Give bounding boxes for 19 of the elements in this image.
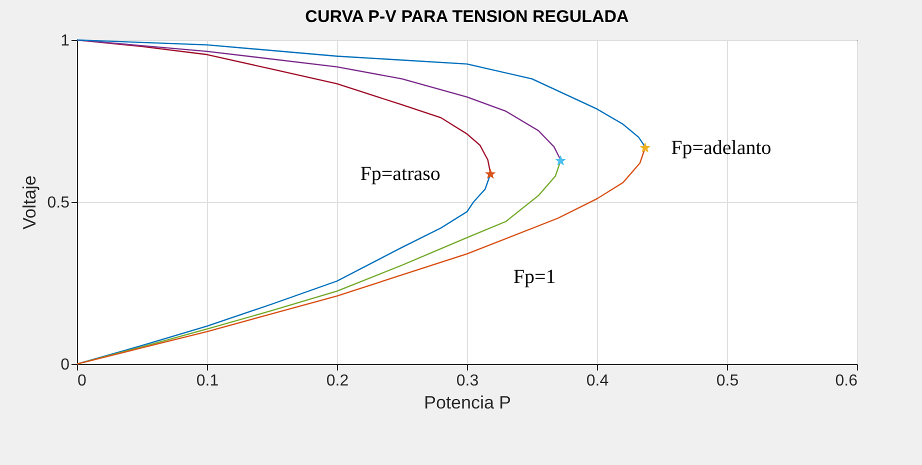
point (640, 142, 651, 153)
y-tick-label: 0 (60, 356, 70, 374)
x-tick-label: 0 (78, 372, 86, 390)
x-tick-label: 0.3 (456, 372, 479, 390)
y-tick-label: 1 (60, 32, 70, 50)
annotation: Fp=atraso (360, 163, 440, 186)
x-tick-label: 0.1 (196, 372, 219, 390)
point (484, 168, 496, 179)
point (555, 155, 566, 166)
x-tick-label: 0.5 (716, 372, 739, 390)
annotation: Fp=1 (513, 266, 556, 288)
chart-title: CURVA P-V PARA TENSION REGULADA (305, 7, 629, 26)
x-tick-label: 0.6 (835, 372, 858, 390)
annotation: Fp=adelanto (671, 136, 772, 159)
y-tick-label: 0.5 (47, 194, 70, 212)
x-axis-title: Potencia P (424, 392, 512, 412)
x-tick-label: 0.2 (326, 372, 349, 390)
x-tick-label: 0.4 (586, 372, 609, 390)
y-axis-title: Voltaje (19, 175, 40, 230)
